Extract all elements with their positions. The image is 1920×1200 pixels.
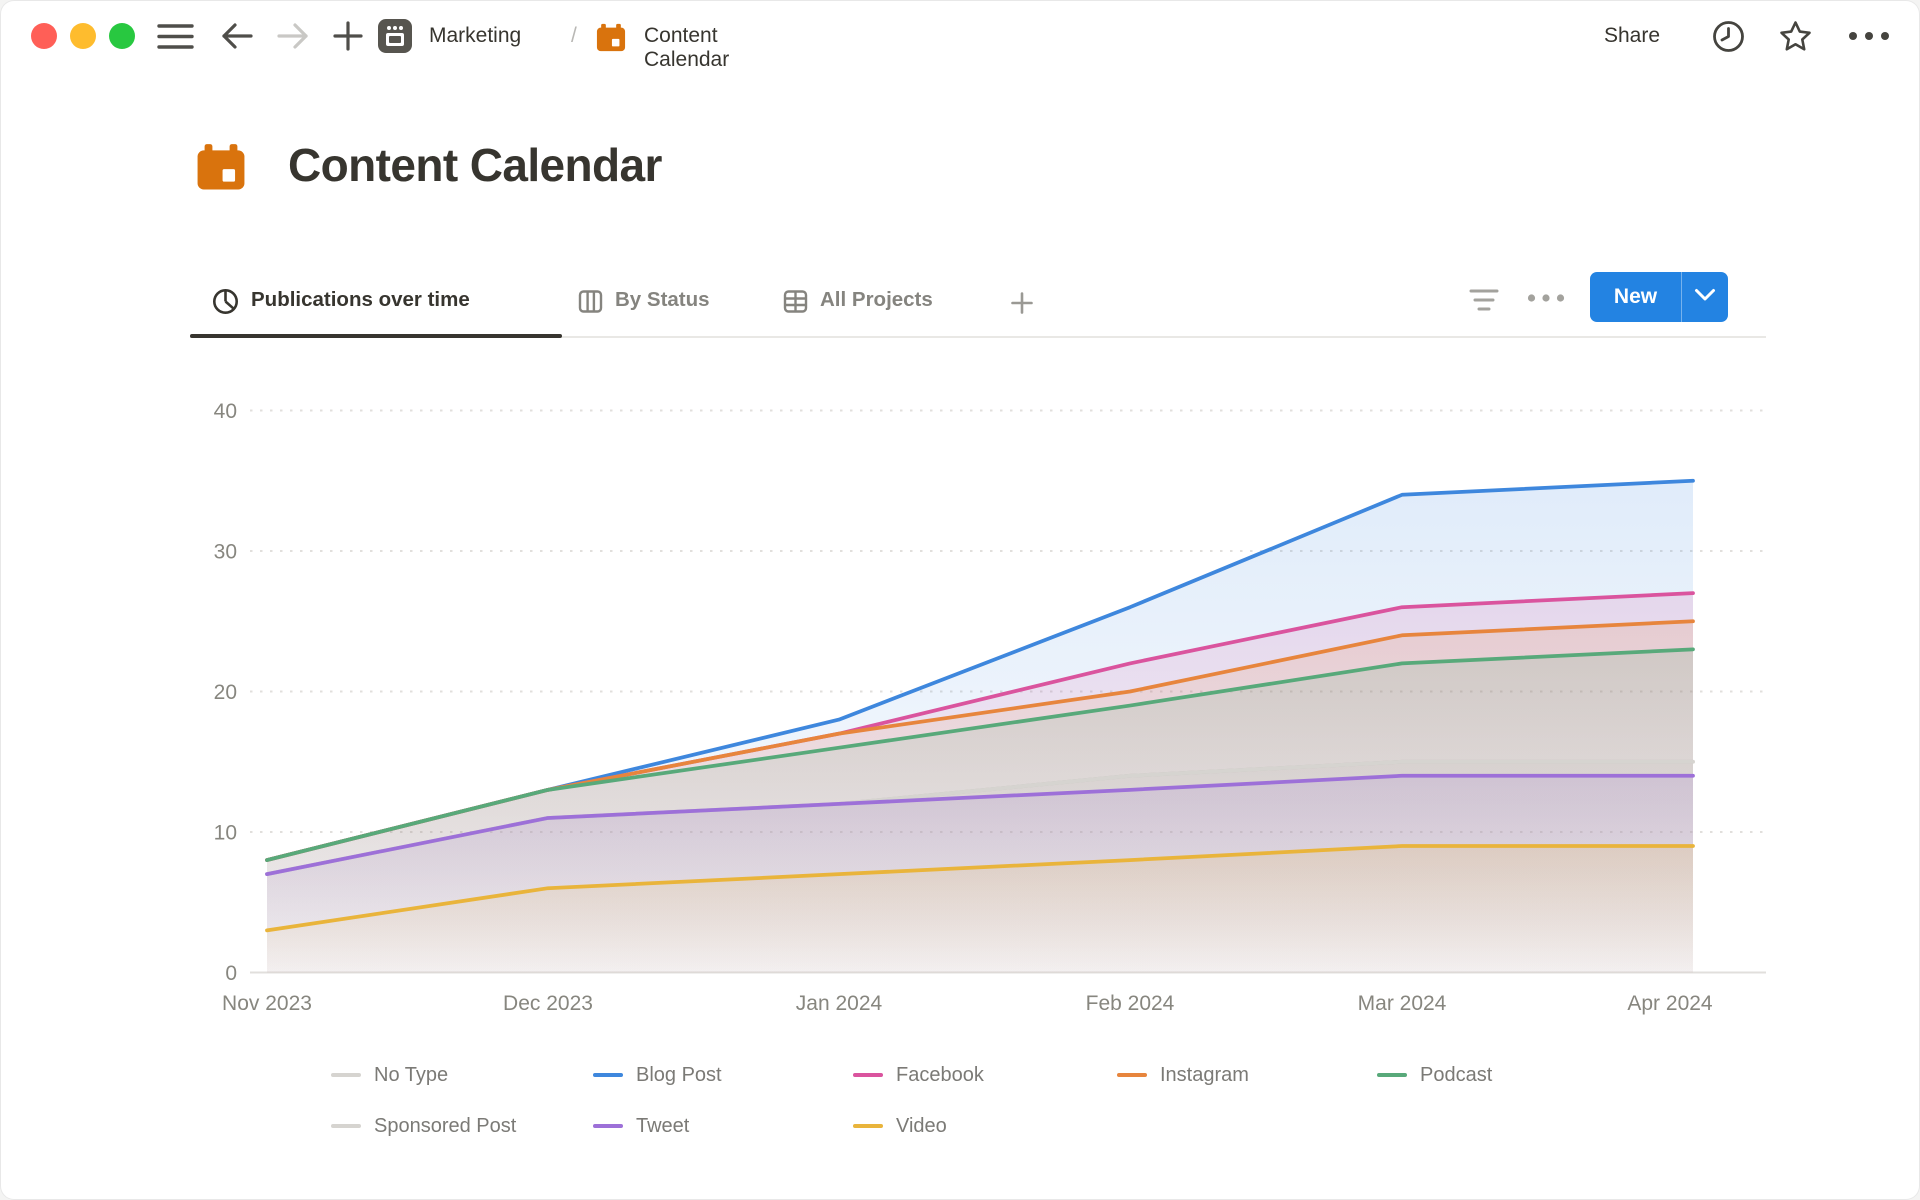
menu-icon[interactable] bbox=[157, 23, 194, 50]
series-line-video[interactable] bbox=[265, 844, 1695, 933]
window-topbar: Marketing / Content Calendar Share bbox=[0, 0, 1920, 72]
view-tabs-row: Publications over time By Status All Pro… bbox=[0, 260, 1920, 340]
x-tick-label-mar-2024: Mar 2024 bbox=[1358, 992, 1447, 1015]
breadcrumb-workspace-page[interactable]: Marketing bbox=[429, 24, 522, 47]
x-tick-label-feb-2024: Feb 2024 bbox=[1086, 992, 1175, 1015]
series-line-podcast[interactable] bbox=[265, 647, 1695, 862]
active-tab-underline bbox=[190, 333, 562, 338]
legend-item-no-type[interactable]: No Type bbox=[331, 1063, 448, 1087]
legend-swatch-tweet bbox=[593, 1124, 623, 1128]
calendar-icon-small bbox=[596, 22, 626, 57]
breadcrumb-current-page[interactable]: Content Calendar bbox=[644, 24, 730, 71]
legend-item-sponsored-post[interactable]: Sponsored Post bbox=[331, 1114, 516, 1138]
new-tab-plus-icon[interactable] bbox=[333, 21, 363, 51]
y-tick-label-20: 20 bbox=[214, 681, 237, 704]
tab-label: Publications over time bbox=[251, 288, 470, 311]
zoom-window-button[interactable] bbox=[109, 23, 135, 49]
history-clock-icon[interactable] bbox=[1712, 20, 1745, 53]
x-tick-label-jan-2024: Jan 2024 bbox=[796, 992, 883, 1015]
x-tick-label-apr-2024: Apr 2024 bbox=[1627, 992, 1713, 1015]
y-tick-label-0: 0 bbox=[225, 962, 237, 985]
legend-swatch-video bbox=[853, 1124, 883, 1128]
x-tick-label-nov-2023: Nov 2023 bbox=[222, 992, 312, 1015]
x-tick-label-dec-2023: Dec 2023 bbox=[503, 992, 593, 1015]
view-options-ellipsis-icon[interactable] bbox=[1527, 293, 1565, 303]
y-tick-label-30: 30 bbox=[214, 541, 237, 564]
legend-item-instagram[interactable]: Instagram bbox=[1117, 1063, 1249, 1087]
tab-label: By Status bbox=[615, 288, 710, 311]
series-area-video bbox=[267, 846, 1693, 973]
y-tick-label-10: 10 bbox=[214, 822, 237, 845]
forward-arrow-icon[interactable] bbox=[276, 20, 310, 52]
legend-label: Blog Post bbox=[636, 1063, 722, 1086]
add-view-plus-icon[interactable] bbox=[1010, 291, 1034, 315]
projector-screen-icon[interactable] bbox=[378, 19, 412, 58]
legend-item-facebook[interactable]: Facebook bbox=[853, 1063, 984, 1087]
minimize-window-button[interactable] bbox=[70, 23, 96, 49]
legend-swatch-instagram bbox=[1117, 1073, 1147, 1077]
legend-label: Tweet bbox=[636, 1114, 690, 1137]
chevron-down-icon bbox=[1694, 288, 1716, 307]
legend-label: Podcast bbox=[1420, 1063, 1493, 1086]
calendar-icon-large[interactable] bbox=[196, 141, 246, 196]
y-tick-label-40: 40 bbox=[214, 400, 237, 423]
share-button[interactable]: Share bbox=[1604, 24, 1661, 47]
favorite-star-icon[interactable] bbox=[1778, 19, 1813, 54]
legend-label: Facebook bbox=[896, 1063, 984, 1086]
more-ellipsis-icon[interactable] bbox=[1848, 31, 1890, 41]
legend-label: Instagram bbox=[1160, 1063, 1249, 1086]
page-title[interactable]: Content Calendar bbox=[288, 139, 662, 191]
legend-label: No Type bbox=[374, 1063, 449, 1086]
legend-swatch-podcast bbox=[1377, 1073, 1407, 1077]
legend-label: Sponsored Post bbox=[374, 1114, 517, 1137]
tabs-divider bbox=[190, 336, 1766, 338]
new-button-label[interactable]: New bbox=[1613, 285, 1658, 308]
back-arrow-icon[interactable] bbox=[220, 20, 254, 52]
filter-lines-icon[interactable] bbox=[1468, 285, 1500, 315]
close-window-button[interactable] bbox=[31, 23, 57, 49]
new-dropdown-button[interactable] bbox=[1682, 272, 1728, 322]
legend-swatch-no-type bbox=[331, 1073, 361, 1077]
pie-chart-icon bbox=[212, 288, 239, 315]
new-button-divider bbox=[1681, 272, 1682, 322]
legend-label: Video bbox=[896, 1114, 947, 1137]
table-grid-icon bbox=[783, 289, 808, 314]
legend-item-blog-post[interactable]: Blog Post bbox=[593, 1063, 722, 1087]
breadcrumb-separator: / bbox=[571, 24, 577, 47]
tab-label: All Projects bbox=[820, 288, 933, 311]
series-line-tweet[interactable] bbox=[265, 773, 1695, 877]
legend-item-video[interactable]: Video bbox=[853, 1114, 947, 1138]
legend-swatch-facebook bbox=[853, 1073, 883, 1077]
legend-swatch-blog-post bbox=[593, 1073, 623, 1077]
legend-swatch-sponsored-post bbox=[331, 1124, 361, 1128]
new-button[interactable]: New bbox=[1590, 272, 1728, 322]
legend-item-tweet[interactable]: Tweet bbox=[593, 1114, 689, 1138]
legend-item-podcast[interactable]: Podcast bbox=[1377, 1063, 1492, 1087]
board-columns-icon bbox=[578, 289, 603, 314]
